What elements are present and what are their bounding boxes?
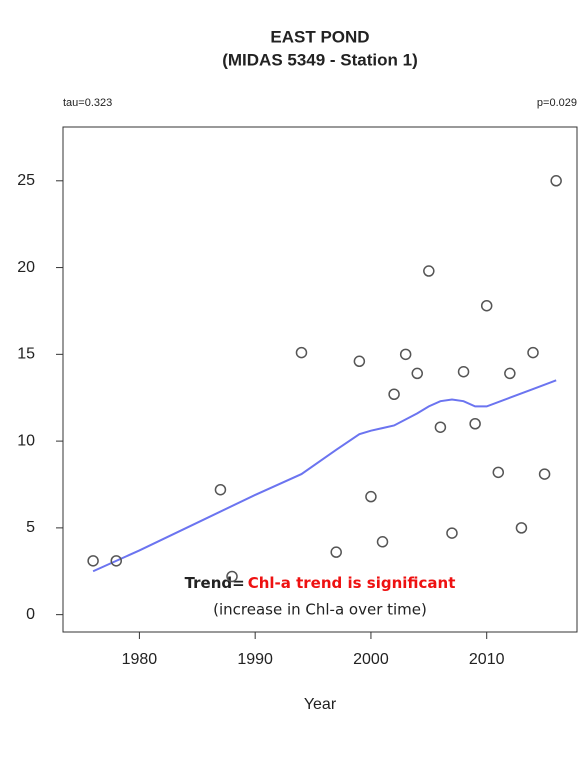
annotation-lead: Trend=	[185, 574, 245, 592]
annotation-highlight: Chl-a trend is significant	[248, 574, 456, 592]
data-point	[492, 466, 505, 479]
data-point	[399, 348, 412, 361]
data-point	[538, 468, 551, 480]
data-point	[110, 555, 123, 567]
data-point	[446, 527, 458, 539]
data-point	[515, 522, 528, 534]
y-tick-label: 15	[17, 346, 35, 363]
data-point	[434, 421, 447, 433]
x-tick-label: 2010	[469, 651, 505, 668]
data-point	[365, 490, 377, 503]
plot-frame	[62, 126, 578, 633]
data-point	[388, 388, 400, 401]
data-point	[457, 365, 470, 378]
data-point	[330, 546, 342, 558]
y-tick-label: 0	[26, 606, 35, 623]
x-tick-label: 2000	[353, 651, 389, 668]
chart-title: EAST POND	[270, 27, 369, 46]
data-point	[423, 265, 435, 277]
data-point	[411, 367, 423, 380]
data-point	[527, 346, 539, 359]
stat-tau: tau=0.323	[63, 97, 112, 109]
x-tick-label: 1990	[237, 651, 273, 668]
data-point	[469, 418, 481, 430]
y-tick-label: 20	[17, 259, 35, 276]
data-point	[480, 299, 493, 312]
x-axis-label: Year	[304, 696, 337, 713]
annotation-note: (increase in Chl-a over time)	[213, 601, 427, 619]
y-tick-label: 5	[26, 519, 35, 536]
y-tick-label: 25	[17, 172, 35, 189]
stat-p: p=0.029	[537, 97, 577, 109]
annotation: Trend= Chl-a trend is significant	[185, 574, 456, 592]
chart-subtitle: (MIDAS 5349 - Station 1)	[222, 50, 418, 69]
data-point	[214, 483, 227, 496]
data-point	[226, 570, 238, 583]
y-tick-label: 10	[17, 432, 35, 449]
data-point	[550, 175, 562, 187]
data-point	[504, 367, 516, 380]
trend-line	[92, 379, 557, 573]
data-point	[87, 555, 99, 567]
data-point	[376, 536, 389, 548]
x-tick-label: 1980	[122, 651, 158, 668]
data-point	[295, 346, 308, 359]
data-point	[353, 355, 366, 368]
